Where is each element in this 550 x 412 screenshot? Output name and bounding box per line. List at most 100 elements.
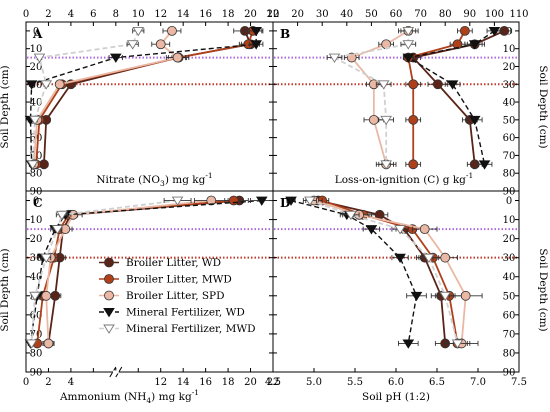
x-axis-label: Ammonium (NH4) mg kg-1 [59,388,199,405]
series-line [47,199,240,344]
legend-entry-BL_SPD: Broiler Litter, SPD [99,290,225,302]
data-point [368,114,379,125]
data-point [40,80,53,90]
y-tick-label: 60 [503,310,516,321]
y-tick-label: 40 [30,98,43,109]
y-tick-label: 0 [506,196,512,207]
x-axis-label-part: -1 [466,171,473,180]
data-point [51,225,64,235]
data-point [380,160,392,170]
x-axis-label-part: Nitrate (NO [96,174,160,186]
series-MF_MWD [302,196,468,349]
y-tick-label: 80 [30,169,43,180]
x-axis-label-part: 3 [160,179,165,188]
series-line [411,30,505,165]
data-point [402,53,415,63]
data-point [304,196,316,206]
series-line [350,30,409,165]
y-tick-label: 20 [30,62,43,73]
panel-label: B [280,27,290,41]
axis-break-gap [112,370,119,374]
y-axis-title: Soil Depth (cm) [0,65,11,148]
y-axis-title: Soil Depth (cm) [537,248,549,331]
legend-marker [104,257,114,268]
data-point [410,291,423,302]
y-tick-label: 60 [30,310,43,321]
data-point [402,40,415,50]
series-line [407,30,466,165]
x-tick-label: 30 [316,9,329,20]
x-tick-label: 40 [340,9,353,20]
data-point [29,291,41,302]
x-tick-label: 8 [113,9,119,20]
data-point [419,224,430,235]
x-axis-label-part: Soil pH (1:2) [362,391,430,403]
data-point [377,80,390,90]
x-axis-label-part: 4 [146,396,151,405]
data-point [250,26,262,37]
series-MF_WD [285,196,427,349]
x-tick-label: 12 [154,9,167,20]
x-tick-label: 10 [267,9,280,20]
series-line [30,199,178,344]
legend-marker [103,324,115,334]
series-line [31,30,140,165]
x-tick-label: 16 [199,9,212,20]
panel-label: D [280,196,290,210]
y-tick-label: 90 [503,187,516,198]
y-tick-label: 80 [30,348,43,359]
legend-label: Broiler Litter, WD [126,257,221,269]
legend-label: Broiler Litter, MWD [126,274,232,286]
y-tick-label: 20 [30,234,43,245]
data-point [206,195,217,206]
y-tick-label: 20 [503,234,516,245]
data-point [452,39,463,50]
legend-marker [104,274,114,284]
data-point [328,53,341,63]
series-line [406,30,495,165]
y-tick-label: 40 [503,98,516,109]
y-tick-label: 10 [503,44,516,55]
data-point [488,26,501,37]
x-tick-label: 5.0 [306,377,322,388]
panel-D: 4.5 5.0 5.5 6.0 6.5 7.0 7.5 0 10 20 30 40 50 60 70 80 90… [265,190,527,403]
y-tick-label: 0 [33,196,39,207]
series-MF_MWD [26,26,145,170]
panel-B: 1020304050607080901001100102030405060708… [267,9,529,198]
data-point [394,225,406,235]
data-point [255,196,268,206]
y-tick-label: 90 [503,368,516,379]
data-point [365,225,378,235]
data-point [228,195,239,206]
legend-entry-BL_WD: Broiler Litter, WD [99,257,221,269]
y-tick-label: 40 [503,272,516,283]
data-point [432,79,443,90]
x-tick-label: 100 [485,9,504,20]
panel-frame [272,190,520,373]
panel-label: C [33,196,43,210]
data-point [171,196,184,206]
x-tick-label: 90 [463,9,476,20]
data-point [43,338,54,349]
x-tick-label: 6 [90,9,96,20]
legend: Broiler Litter, WD Broiler Litter, MWD Bro… [99,257,256,335]
x-axis-label-part: Ammonium (NH [59,391,146,403]
x-tick-label: 50 [365,9,378,20]
x-tick-label: 10 [132,9,145,20]
series-MF_MWD [326,26,417,170]
data-point [172,52,183,63]
series-BL_MWD [315,195,471,349]
data-point [459,25,470,36]
data-point [29,115,41,126]
data-point [25,339,38,349]
data-point [422,253,435,264]
data-point [380,115,392,126]
x-tick-label: 6.5 [429,377,445,388]
y-tick-label: 10 [30,215,43,226]
y-tick-label: 90 [30,187,43,198]
panel-label: A [32,27,43,41]
data-point [33,53,46,63]
x-tick-label: 18 [222,9,235,20]
series-line [331,30,410,165]
data-point [26,160,39,170]
